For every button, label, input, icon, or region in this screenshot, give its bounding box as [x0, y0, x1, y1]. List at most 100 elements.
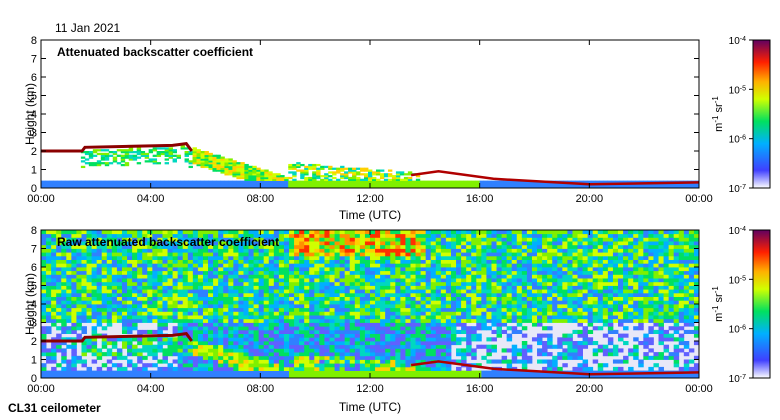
heatmap-cell	[263, 241, 270, 246]
heatmap-cell	[461, 374, 467, 378]
heatmap-cell	[450, 359, 457, 364]
heatmap-cell	[61, 270, 67, 275]
heatmap-cell	[405, 278, 411, 283]
heatmap-cell	[675, 186, 680, 188]
heatmap-cell	[283, 329, 290, 334]
heatmap-cell	[127, 230, 133, 235]
heatmap-cell	[547, 318, 553, 323]
heatmap-cell	[324, 263, 330, 268]
heatmap-cell	[430, 300, 437, 305]
heatmap-cell	[294, 296, 300, 301]
heatmap-cell	[308, 165, 313, 169]
heatmap-cell	[147, 230, 153, 235]
heatmap-cell	[177, 289, 184, 294]
heatmap-cell	[157, 263, 163, 268]
heatmap-cell	[71, 248, 77, 253]
heatmap-cell	[380, 352, 386, 357]
heatmap-cell	[224, 186, 229, 188]
heatmap-cell	[495, 184, 501, 187]
heatmap-cell	[208, 366, 214, 371]
heatmap-cell	[479, 180, 485, 183]
heatmap-cell	[563, 184, 568, 187]
heatmap-cell	[511, 285, 518, 290]
heatmap-cell	[380, 307, 386, 312]
heatmap-cell	[671, 184, 676, 187]
heatmap-cell	[370, 352, 376, 357]
heatmap-cell	[430, 274, 437, 279]
heatmap-cell	[51, 285, 57, 290]
heatmap-cell	[233, 333, 239, 338]
heatmap-cell	[344, 248, 351, 253]
heatmap-cell	[316, 163, 321, 167]
heatmap-cell	[208, 315, 214, 320]
heatmap-cell	[471, 374, 477, 378]
heatmap-cell	[232, 167, 237, 170]
heatmap-cell	[51, 292, 57, 297]
heatmap-cell	[481, 274, 487, 279]
heatmap-cell	[223, 252, 229, 257]
heatmap-cell	[253, 315, 260, 320]
heatmap-cell	[445, 363, 452, 368]
heatmap-cell	[168, 152, 173, 156]
heatmap-cell	[273, 267, 280, 272]
heatmap-cell	[278, 352, 285, 357]
heatmap-cell	[445, 263, 452, 268]
heatmap-cell	[309, 348, 315, 353]
heatmap-cell	[202, 244, 209, 249]
heatmap-cell	[486, 281, 492, 286]
heatmap-cell	[521, 307, 528, 312]
heatmap-cell	[471, 255, 477, 260]
heatmap-cell	[218, 348, 224, 353]
heatmap-cell	[501, 355, 508, 360]
heatmap-cell	[415, 359, 422, 364]
heatmap-cell	[349, 352, 356, 357]
heatmap-cell	[76, 318, 82, 323]
heatmap-cell	[466, 241, 472, 246]
heatmap-cell	[192, 311, 199, 316]
heatmap-cell	[506, 259, 513, 264]
heatmap-cell	[354, 315, 361, 320]
heatmap-cell	[294, 285, 300, 290]
heatmap-cell	[491, 289, 497, 294]
heatmap-cell	[168, 149, 173, 152]
heatmap-cell	[71, 292, 77, 297]
heatmap-cell	[319, 285, 325, 290]
heatmap-cell	[403, 180, 409, 183]
heatmap-cell	[440, 274, 447, 279]
heatmap-cell	[371, 171, 377, 174]
heatmap-cell	[466, 366, 472, 371]
heatmap-cell	[380, 370, 386, 375]
heatmap-cell	[445, 315, 452, 320]
heatmap-cell	[542, 304, 548, 309]
heatmap-cell	[643, 180, 648, 183]
heatmap-cell	[420, 366, 427, 371]
heatmap-cell	[526, 270, 533, 275]
heatmap-cell	[344, 333, 351, 338]
heatmap-cell	[506, 315, 513, 320]
heatmap-cell	[481, 307, 487, 312]
heatmap-cell	[395, 326, 401, 331]
heatmap-cell	[91, 233, 98, 238]
heatmap-cell	[76, 281, 82, 286]
heatmap-cell	[223, 318, 229, 323]
heatmap-cell	[100, 152, 106, 156]
heatmap-cell	[60, 184, 66, 187]
heatmap-cell	[420, 285, 427, 290]
heatmap-cell	[415, 352, 422, 357]
heatmap-cell	[400, 355, 406, 360]
heatmap-cell	[476, 337, 482, 342]
heatmap-cell	[695, 186, 699, 188]
heatmap-cell	[243, 285, 249, 290]
heatmap-cell	[112, 180, 118, 183]
heatmap-cell	[334, 374, 341, 378]
heatmap-cell	[256, 182, 261, 185]
heatmap-cell	[157, 237, 163, 242]
heatmap-cell	[370, 233, 376, 238]
heatmap-cell	[56, 333, 62, 338]
heatmap-cell	[324, 178, 329, 181]
heatmap-cell	[294, 337, 300, 342]
heatmap-cell	[328, 165, 333, 169]
heatmap-cell	[440, 304, 447, 309]
heatmap-cell	[127, 304, 133, 309]
heatmap-cell	[66, 337, 72, 342]
